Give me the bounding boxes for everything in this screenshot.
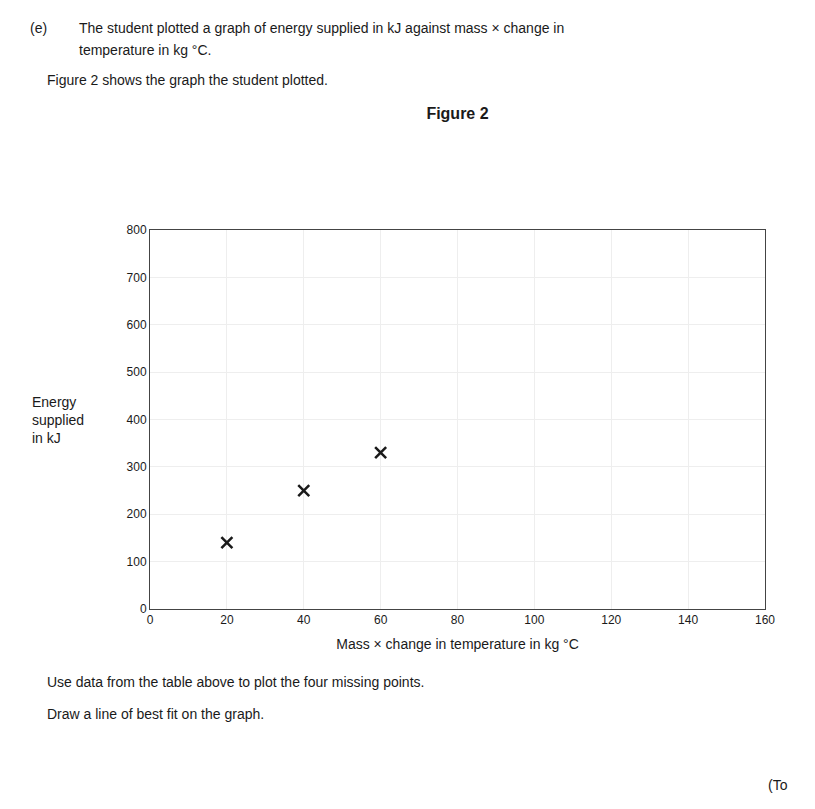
svg-text:600: 600	[127, 318, 147, 332]
svg-text:400: 400	[127, 413, 147, 427]
svg-text:Use data from the table above: Use data from the table above to plot th…	[47, 674, 424, 690]
svg-text:800: 800	[127, 223, 147, 237]
svg-text:Figure 2 shows the graph the s: Figure 2 shows the graph the student plo…	[47, 72, 328, 88]
svg-text:temperature in kg °C.: temperature in kg °C.	[79, 42, 211, 58]
svg-text:80: 80	[451, 613, 465, 627]
svg-text:The student plotted a graph of: The student plotted a graph of energy su…	[79, 20, 564, 36]
svg-text:Mass × change in temperature i: Mass × change in temperature in kg °C	[336, 636, 579, 652]
svg-text:Figure 2: Figure 2	[426, 105, 488, 122]
svg-text:100: 100	[524, 613, 544, 627]
svg-text:(To: (To	[768, 777, 788, 793]
svg-text:Energysuppliedin kJ: Energysuppliedin kJ	[32, 394, 84, 446]
svg-text:100: 100	[127, 555, 147, 569]
svg-text:700: 700	[127, 271, 147, 285]
svg-text:500: 500	[127, 365, 147, 379]
svg-text:20: 20	[220, 613, 234, 627]
svg-text:160: 160	[755, 613, 775, 627]
svg-text:(e): (e)	[30, 20, 47, 36]
svg-text:40: 40	[297, 613, 311, 627]
svg-text:60: 60	[374, 613, 388, 627]
svg-text:300: 300	[127, 460, 147, 474]
svg-text:200: 200	[127, 507, 147, 521]
svg-text:140: 140	[678, 613, 698, 627]
svg-text:120: 120	[601, 613, 621, 627]
svg-text:0: 0	[147, 613, 154, 627]
svg-text:0: 0	[140, 602, 147, 616]
svg-text:Draw a line of best fit on the: Draw a line of best fit on the graph.	[47, 706, 264, 722]
